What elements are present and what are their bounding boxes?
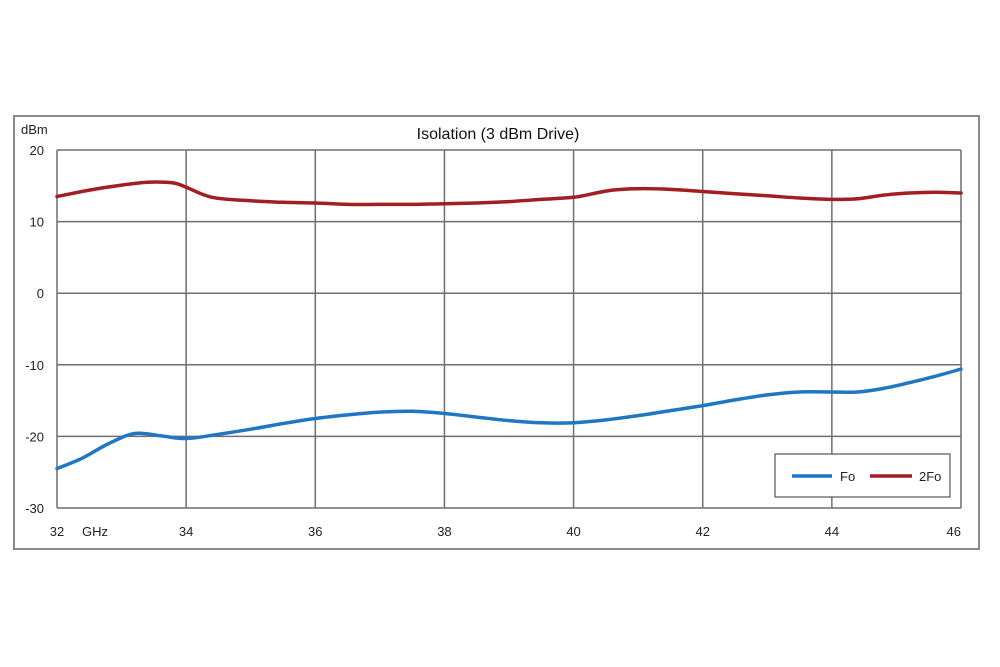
x-tick-label: 40 <box>566 524 580 539</box>
x-tick-label: 32 <box>50 524 64 539</box>
tick-labels: -30 -20 -10 0 10 20 32 34 36 38 40 42 44 46 <box>25 143 961 539</box>
y-axis-label: dBm <box>21 122 48 137</box>
y-tick-label: 0 <box>37 286 44 301</box>
x-tick-label: 44 <box>825 524 839 539</box>
x-tick-label: 46 <box>947 524 961 539</box>
y-tick-label: 20 <box>30 143 44 158</box>
y-tick-label: -20 <box>25 429 44 444</box>
x-tick-label: 38 <box>437 524 451 539</box>
series-lines <box>55 180 963 471</box>
legend-label-2fo: 2Fo <box>919 469 941 484</box>
y-tick-label: -10 <box>25 358 44 373</box>
x-tick-label: 42 <box>695 524 709 539</box>
y-tick-label: 10 <box>30 215 44 230</box>
series-line-fo <box>55 367 963 471</box>
x-tick-label: 36 <box>308 524 322 539</box>
y-tick-label: -30 <box>25 501 44 516</box>
series-line-2fo <box>55 180 963 207</box>
chart-title: Isolation (3 dBm Drive) <box>417 126 580 143</box>
legend: Fo 2Fo <box>774 453 951 498</box>
x-tick-label: 34 <box>179 524 193 539</box>
legend-label-fo: Fo <box>840 469 855 484</box>
x-axis-label: GHz <box>82 524 108 539</box>
